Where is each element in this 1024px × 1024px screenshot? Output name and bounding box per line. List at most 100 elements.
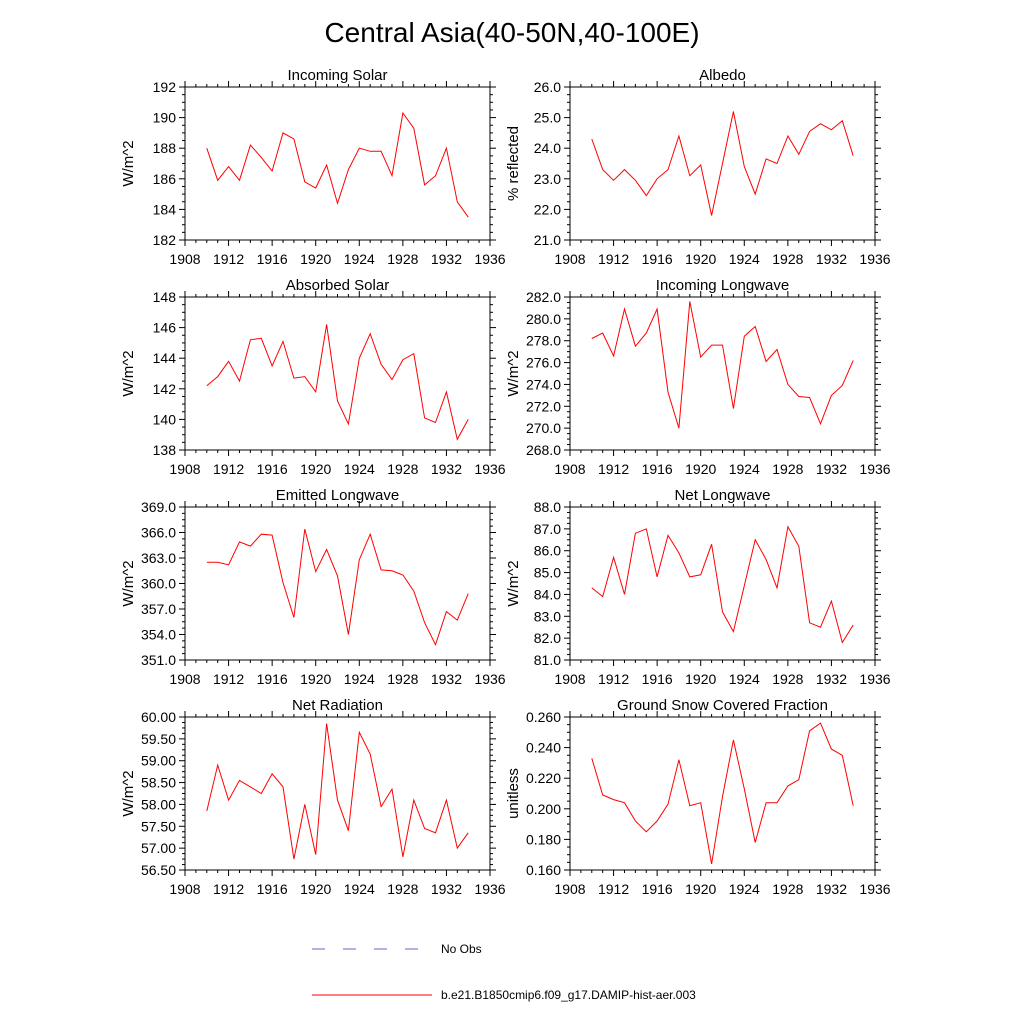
x-tick-label: 1912 (598, 461, 629, 477)
panels: Incoming Solar W/m^2 1908 1912 1916 1920 1924 1… (120, 67, 891, 897)
x-tick-label: 1928 (772, 461, 803, 477)
plot-frame (184, 716, 491, 871)
y-tick-label: 192 (153, 79, 177, 95)
y-tick-label: 186 (153, 171, 177, 187)
plot-frame (184, 296, 491, 451)
x-tick-label: 1908 (554, 251, 585, 267)
x-tick-label: 1936 (859, 671, 890, 687)
x-tick-label: 1916 (642, 251, 673, 267)
x-tick-label: 1912 (598, 671, 629, 687)
x-tick-label: 1924 (344, 671, 375, 687)
x-tick-label: 1932 (431, 671, 462, 687)
y-tick-label: 0.240 (526, 740, 561, 756)
y-tick-label: 84.0 (534, 586, 561, 602)
y-tick-label: 0.220 (526, 770, 561, 786)
y-tick-label: 24.0 (534, 140, 561, 156)
panel-incoming-solar: Incoming Solar W/m^2 1908 1912 1916 1920 1924 1… (120, 67, 506, 267)
y-tick-label: 270.0 (526, 420, 561, 436)
y-tick-label: 88.0 (534, 499, 561, 515)
x-tick-label: 1908 (554, 461, 585, 477)
x-tick-label: 1924 (729, 671, 760, 687)
plot-frame (184, 506, 491, 661)
y-tick-label: 369.0 (141, 499, 176, 515)
y-axis-label: unitless (505, 768, 522, 819)
series-line-incoming-longwave (591, 301, 854, 429)
y-tick-label: 81.0 (534, 652, 561, 668)
x-tick-label: 1928 (772, 251, 803, 267)
x-tick-label: 1908 (169, 461, 200, 477)
y-tick-label: 140 (153, 411, 177, 427)
x-tick-label: 1924 (729, 881, 760, 897)
series-line-ground-snow-covered-fraction (591, 722, 854, 864)
y-tick-label: 190 (153, 110, 177, 126)
x-tick-label: 1932 (816, 251, 847, 267)
panel-title: Incoming Longwave (656, 277, 789, 294)
y-tick-label: 272.0 (526, 398, 561, 414)
series-line-emitted-longwave (206, 528, 469, 647)
panel-title: Net Longwave (675, 487, 771, 504)
x-tick-label: 1920 (300, 251, 331, 267)
x-tick-label: 1920 (300, 671, 331, 687)
y-tick-label: 268.0 (526, 442, 561, 458)
panel-ground-snow-covered-fraction: Ground Snow Covered Fraction unitless 1908… (505, 697, 891, 897)
y-tick-label: 85.0 (534, 565, 561, 581)
panel-net-radiation: Net Radiation W/m^2 1908 1912 1916 1920 1924 19… (120, 697, 506, 897)
y-tick-label: 148 (153, 289, 177, 305)
y-tick-label: 282.0 (526, 289, 561, 305)
y-axis-label: W/m^2 (120, 770, 137, 816)
x-tick-label: 1932 (816, 671, 847, 687)
x-tick-label: 1908 (169, 881, 200, 897)
y-tick-label: 25.0 (534, 110, 561, 126)
y-axis-label: W/m^2 (505, 560, 522, 606)
y-tick-label: 26.0 (534, 79, 561, 95)
panel-albedo: Albedo % reflected 1908 1912 1916 1920 1924 192… (505, 67, 891, 267)
x-tick-label: 1916 (642, 461, 673, 477)
plot-frame (569, 296, 876, 451)
y-axis-label: W/m^2 (120, 560, 137, 606)
x-tick-label: 1936 (474, 251, 505, 267)
y-tick-label: 57.00 (141, 840, 176, 856)
x-tick-label: 1928 (387, 881, 418, 897)
y-axis-label: W/m^2 (120, 350, 137, 396)
y-tick-label: 82.0 (534, 630, 561, 646)
x-tick-label: 1916 (257, 251, 288, 267)
panel-incoming-longwave: Incoming Longwave W/m^2 1908 1912 1916 1920 19… (505, 277, 891, 477)
series-line-incoming-solar (206, 111, 469, 218)
x-tick-label: 1920 (685, 881, 716, 897)
x-tick-label: 1924 (344, 881, 375, 897)
x-tick-label: 1928 (387, 251, 418, 267)
y-tick-label: 276.0 (526, 355, 561, 371)
x-tick-label: 1936 (474, 671, 505, 687)
y-tick-label: 188 (153, 140, 177, 156)
series-line-net-longwave (591, 525, 854, 644)
x-tick-label: 1916 (257, 881, 288, 897)
y-tick-label: 58.00 (141, 796, 176, 812)
x-tick-label: 1920 (300, 461, 331, 477)
y-tick-label: 60.00 (141, 709, 176, 725)
x-tick-label: 1924 (344, 461, 375, 477)
x-tick-label: 1936 (474, 881, 505, 897)
y-tick-label: 351.0 (141, 652, 176, 668)
panel-title: Absorbed Solar (286, 277, 389, 294)
x-tick-label: 1932 (816, 461, 847, 477)
y-tick-label: 0.260 (526, 709, 561, 725)
panel-title: Ground Snow Covered Fraction (617, 697, 828, 714)
y-tick-label: 59.00 (141, 753, 176, 769)
series-line-albedo (591, 111, 854, 216)
x-tick-label: 1916 (642, 671, 673, 687)
y-tick-label: 21.0 (534, 232, 561, 248)
panel-title: Incoming Solar (287, 67, 387, 84)
x-tick-label: 1932 (816, 881, 847, 897)
y-tick-label: 0.180 (526, 831, 561, 847)
legend: No Obs b.e21.B1850cmip6.f09_g17.DAMIP-hi… (312, 942, 696, 1002)
y-tick-label: 184 (153, 201, 177, 217)
panel-absorbed-solar: Absorbed Solar W/m^2 1908 1912 1916 1920 1924 1… (120, 277, 506, 477)
x-tick-label: 1936 (859, 461, 890, 477)
plot-frame (569, 506, 876, 661)
x-tick-label: 1920 (300, 881, 331, 897)
x-tick-label: 1908 (554, 671, 585, 687)
y-tick-label: 58.50 (141, 775, 176, 791)
y-tick-label: 144 (153, 350, 177, 366)
y-tick-label: 354.0 (141, 627, 176, 643)
x-tick-label: 1920 (685, 671, 716, 687)
